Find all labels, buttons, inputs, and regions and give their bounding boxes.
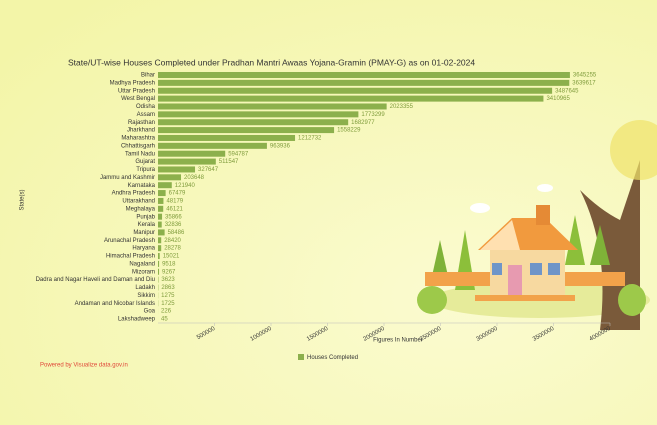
y-axis-label: State(s) <box>20 189 26 210</box>
bar <box>158 103 387 110</box>
bar <box>158 87 553 94</box>
data-label: 46121 <box>166 206 183 212</box>
data-label: 1558229 <box>337 128 361 134</box>
bar <box>158 190 166 197</box>
data-label: 67479 <box>169 191 186 197</box>
bar <box>158 142 267 149</box>
data-label: 48179 <box>166 199 183 205</box>
data-label: 511547 <box>219 159 239 165</box>
bar <box>158 134 296 141</box>
y-tick-label: Himachal Pradesh <box>106 254 155 260</box>
data-label: 2023355 <box>390 104 414 110</box>
data-label: 35866 <box>165 214 182 220</box>
y-tick-label: Andhra Pradesh <box>112 191 155 197</box>
y-tick-label: Kerala <box>138 222 156 228</box>
y-tick-label: Maharashtra <box>121 136 155 142</box>
bar <box>158 72 570 78</box>
data-label: 3487645 <box>555 88 579 94</box>
data-label: 327647 <box>198 167 219 173</box>
data-label: 203648 <box>184 175 205 181</box>
y-tick-label: Ladakh <box>135 285 155 291</box>
data-label: 9518 <box>162 261 176 267</box>
data-label: 3623 <box>161 277 175 283</box>
legend-label: Houses Completed <box>307 355 358 361</box>
bar <box>158 95 544 102</box>
data-label: 3410965 <box>546 96 570 102</box>
bar <box>158 79 570 86</box>
y-tick-label: Uttar Pradesh <box>118 88 155 94</box>
bar <box>158 127 335 134</box>
y-tick-label: Chhattisgarh <box>121 143 155 149</box>
data-label: 3639617 <box>572 80 596 86</box>
y-tick-label: Arunachal Pradesh <box>104 238 155 244</box>
data-label: 121940 <box>175 183 196 189</box>
y-tick-label: Mizoram <box>132 269 155 275</box>
data-label: 15021 <box>163 254 180 260</box>
footer: Powered by Visualize data.gov.in <box>40 363 128 369</box>
bar <box>158 182 172 189</box>
bar <box>158 221 162 228</box>
y-tick-label: Dadra and Nagar Haveli and Daman and Diu <box>36 277 155 283</box>
data-label: 9267 <box>162 269 176 275</box>
data-label: 3645255 <box>573 73 597 79</box>
bar <box>158 111 359 118</box>
y-tick-label: Goa <box>144 309 156 315</box>
y-tick-label: West Bengal <box>121 96 155 102</box>
y-tick-label: Madhya Pradesh <box>110 80 155 86</box>
data-label: 28420 <box>164 238 181 244</box>
data-label: 1275 <box>161 293 175 299</box>
data-label: 58486 <box>168 230 185 236</box>
data-label: 1773299 <box>361 112 385 118</box>
y-tick-label: Uttarakhand <box>122 199 155 205</box>
data-label: 32836 <box>165 222 182 228</box>
y-tick-label: Jharkhand <box>127 128 155 134</box>
bar <box>158 119 349 126</box>
y-tick-label: Sikkim <box>137 293 155 299</box>
data-label: 2863 <box>161 285 175 291</box>
bar <box>158 158 216 165</box>
y-tick-label: Nagaland <box>129 261 155 267</box>
y-tick-label: Lakshadweep <box>118 317 156 323</box>
data-label: 1682977 <box>351 120 375 126</box>
house-illustration <box>417 120 657 330</box>
y-tick-label: Manipur <box>133 230 155 236</box>
data-label: 963936 <box>270 143 291 149</box>
data-label: 594787 <box>228 151 249 157</box>
bar <box>158 237 162 244</box>
bar <box>158 245 162 252</box>
y-tick-label: Haryana <box>132 246 155 252</box>
y-tick-label: Meghalaya <box>126 206 156 212</box>
bar <box>158 213 163 220</box>
y-tick-label: Jammu and Kashmir <box>100 175 155 181</box>
bar <box>158 174 182 181</box>
bar <box>158 197 164 204</box>
y-tick-label: Tripura <box>136 167 155 173</box>
y-tick-label: Punjab <box>136 214 155 220</box>
y-tick-label: Odisha <box>136 104 156 110</box>
chart-title: State/UT-wise Houses Completed under Pra… <box>68 57 475 67</box>
bar <box>158 268 160 275</box>
data-label: 226 <box>161 309 172 315</box>
bar <box>158 229 165 236</box>
data-label: 28278 <box>164 246 181 252</box>
y-tick-label: Bihar <box>141 73 155 79</box>
data-label: 45 <box>161 317 168 323</box>
data-label: 1212732 <box>298 136 322 142</box>
bar <box>158 260 160 267</box>
legend-swatch <box>298 354 304 360</box>
bar <box>158 166 196 173</box>
bar <box>158 205 164 212</box>
y-tick-label: Assam <box>137 112 155 118</box>
bar <box>158 253 160 260</box>
data-label: 1725 <box>161 301 175 307</box>
x-axis-label: Figures In Number <box>373 338 423 344</box>
y-tick-label: Karnataka <box>128 183 156 189</box>
bar <box>158 150 226 157</box>
y-tick-label: Andaman and Nicobar Islands <box>75 301 155 307</box>
y-tick-label: Tamil Nadu <box>125 151 155 157</box>
y-tick-label: Gujarat <box>135 159 155 165</box>
y-tick-label: Rajasthan <box>128 120 155 126</box>
